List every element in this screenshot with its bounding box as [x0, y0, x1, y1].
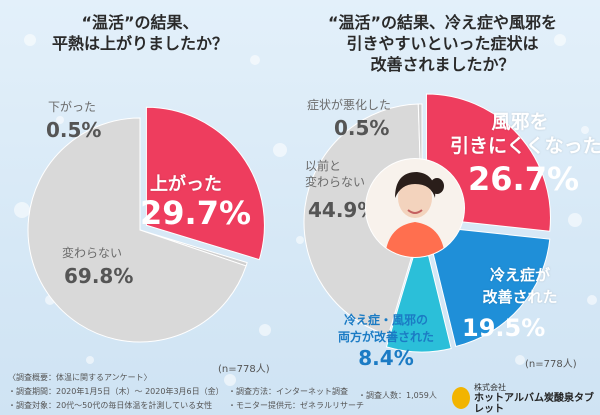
woman-photo — [365, 158, 465, 258]
right-slice-label-chill: 冷え症が 改善された — [470, 264, 570, 308]
right-chill-line1: 冷え症が — [489, 266, 550, 284]
right-chart-title: “温活”の結果、冷え症や風邪を 引きやすいといった症状は 改善されましたか？ — [290, 12, 595, 75]
right-title-line1: “温活”の結果、冷え症や風邪を — [327, 13, 558, 32]
left-slice-label-up: 上がった — [150, 174, 222, 195]
right-both-line2: 両方が改善された — [337, 330, 434, 344]
right-slice-label-both: 冷え症・風邪の 両方が改善された 8.4% — [326, 311, 446, 370]
left-slice-value-same: 69.8% — [64, 264, 134, 288]
footer-heading: 〈調査概要：体温に関するアンケート〉 — [8, 373, 152, 382]
right-slice-value-cold: 26.7% — [468, 160, 580, 198]
right-chill-line2: 改善された — [482, 288, 558, 306]
left-slice-value-down: 0.5% — [46, 118, 102, 142]
left-sample-size: (n=778人) — [218, 364, 270, 375]
footer-period: ・調査期間：2020年1月5日（木）～ 2020年3月6日（金） — [8, 387, 224, 396]
company-logo: 株式会社 ホットアルバム炭酸泉タブレット — [452, 382, 597, 415]
left-pie-slice-0 — [145, 106, 265, 261]
right-slice-label-same: 以前と 変わらない — [305, 158, 365, 190]
right-pie-slice-3 — [303, 103, 423, 336]
logo-main-text: ホットアルバム炭酸泉タブレット — [474, 392, 594, 415]
left-slice-value-up: 29.7% — [140, 194, 252, 232]
logo-mark-icon — [452, 387, 471, 409]
left-slice-label-same: 変わらない — [62, 246, 123, 260]
right-slice-value-chill: 19.5% — [462, 314, 546, 342]
right-title-line2: 引きやすいといった症状は — [346, 34, 539, 53]
right-sample-size: (n=778人) — [525, 359, 577, 370]
footer-monitor: ・モニター提供元：ゼネラルリサーチ — [228, 401, 364, 410]
right-both-line1: 冷え症・風邪の — [343, 313, 428, 327]
right-slice-value-both: 8.4% — [358, 346, 414, 370]
right-same-line2: 変わらない — [305, 175, 366, 189]
logo-sub-text: 株式会社 — [474, 382, 507, 392]
right-slice-label-cold: 風邪を 引きにくくなった — [450, 110, 600, 158]
right-cold-line1: 風邪を — [491, 111, 549, 133]
left-slice-label-down: 下がった — [48, 100, 97, 114]
left-chart-title: “温活”の結果、 平熱は上がりましたか？ — [30, 12, 250, 54]
left-pie-slice-2 — [27, 117, 247, 343]
right-slice-label-worse: 症状が悪化した — [307, 98, 392, 112]
right-pie-slice-2 — [385, 226, 452, 353]
right-slice-value-worse: 0.5% — [334, 116, 390, 140]
footer-target: ・調査対象：20代～50代の毎日体温を計測している女性 — [8, 401, 213, 410]
footer-method: ・調査方法：インターネット調査 — [228, 387, 348, 396]
left-title-line2: 平熱は上がりましたか？ — [51, 34, 228, 53]
footer-count: ・調査人数：1,059人 — [358, 391, 437, 400]
right-title-line3: 改善されましたか？ — [370, 55, 515, 74]
right-same-line1: 以前と — [305, 159, 342, 173]
left-title-line1: “温活”の結果、 — [81, 13, 199, 32]
right-pie-slice-1 — [425, 225, 551, 348]
right-cold-line2: 引きにくくなった — [450, 135, 600, 157]
logo-text: 株式会社 ホットアルバム炭酸泉タブレット — [474, 382, 597, 415]
